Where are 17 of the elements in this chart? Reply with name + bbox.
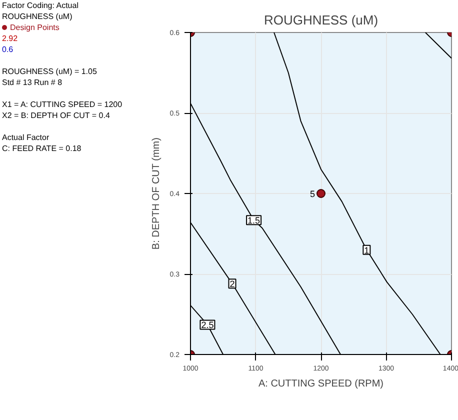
series-label: 2 (230, 279, 235, 290)
legend-label: Design Points (10, 23, 60, 32)
text: 0.6 (2, 45, 14, 54)
text: 2.92 (2, 34, 18, 43)
text: X2 = B: DEPTH OF CUT = 0.4 (2, 111, 110, 120)
text: ROUGHNESS (uM) (2, 12, 72, 21)
text: C: FEED RATE = 0.18 (2, 144, 82, 153)
text: Factor Coding: Actual (2, 1, 78, 10)
text: X1 = A: CUTTING SPEED = 1200 (2, 100, 122, 109)
x-axis-title: A: CUTTING SPEED (RPM) (258, 378, 384, 390)
chart-title: ROUGHNESS (uM) (264, 12, 378, 28)
text: ROUGHNESS (uM) = 1.05 (2, 67, 97, 76)
text: Std # 13 Run # 8 (2, 78, 62, 87)
text: Actual Factor (2, 133, 50, 142)
series-label: 1 (364, 245, 370, 256)
annotation: 5 (310, 189, 316, 199)
y-axis-title: B: DEPTH OF CUT (mm) (150, 138, 162, 250)
